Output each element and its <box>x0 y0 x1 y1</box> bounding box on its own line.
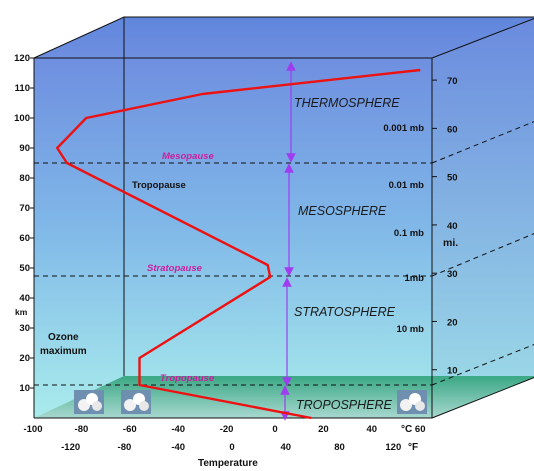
fahrenheit-tick-label: 40 <box>280 442 291 453</box>
box-top-face <box>34 17 534 58</box>
celsius-unit: °C <box>401 424 412 435</box>
left-tick-label: 100 <box>14 113 30 124</box>
thermosphere-label: THERMOSPHERE <box>294 96 400 110</box>
celsius-tick-label: 20 <box>318 424 329 435</box>
right-tick-label: 50 <box>447 173 458 184</box>
stratopause-label: Stratopause <box>147 263 203 274</box>
right-tick-label: 20 <box>447 317 458 328</box>
troposphere-label: TROPOSPHERE <box>296 398 393 412</box>
right-tick-label: 40 <box>447 221 458 232</box>
celsius-tick-label: -60 <box>123 424 137 435</box>
left-tick-label: 10 <box>19 383 30 394</box>
cloud-icon <box>397 390 427 414</box>
left-tick-label: 20 <box>19 353 30 364</box>
celsius-tick-label: -20 <box>220 424 234 435</box>
cloud-icon <box>74 390 104 414</box>
fahrenheit-ticks: -120 -80 -40 0 40 80 120 <box>61 442 401 453</box>
pressure-label: 0.001 mb <box>383 123 424 134</box>
right-tick-label: 10 <box>447 366 458 377</box>
tropopause-label: Tropopause <box>160 373 215 384</box>
celsius-ticks: -100 -80 -60 -40 -20 0 20 40 60 <box>23 424 425 435</box>
fahrenheit-tick-label: -40 <box>171 442 185 453</box>
left-axis-ticks: 120 110 100 90 80 70 60 50 40 30 20 10 <box>14 53 34 394</box>
pressure-label: 0.01 mb <box>389 180 425 191</box>
pressure-label: 10 mb <box>397 324 425 335</box>
right-tick-label: 60 <box>447 124 458 135</box>
celsius-tick-label: 40 <box>367 424 378 435</box>
tropopause-annotation: Tropopause <box>132 180 186 191</box>
right-tick-label: 70 <box>447 76 458 87</box>
layer-arrows <box>280 61 296 421</box>
box-right-face <box>432 18 534 418</box>
fahrenheit-tick-label: 0 <box>229 442 234 453</box>
celsius-tick-label: -80 <box>75 424 89 435</box>
stratosphere-label: STRATOSPHERE <box>294 305 396 319</box>
right-tick-label: 30 <box>447 269 458 280</box>
left-tick-label: 60 <box>19 233 30 244</box>
celsius-tick-label: 0 <box>272 424 277 435</box>
celsius-tick-label: -40 <box>171 424 185 435</box>
left-tick-label: 40 <box>19 293 30 304</box>
ozone-label: Ozone <box>48 332 79 343</box>
left-tick-label: 30 <box>19 323 30 334</box>
pressure-label: 1mb <box>404 273 424 284</box>
fahrenheit-unit: °F <box>408 442 418 453</box>
temperature-profile-line <box>56 68 421 420</box>
celsius-tick-label: 60 <box>415 424 426 435</box>
box-front-face <box>34 58 432 418</box>
mesosphere-label: MESOSPHERE <box>298 204 387 218</box>
cloud-icon <box>121 390 151 414</box>
left-tick-label: 120 <box>14 53 30 64</box>
boundary-lines <box>34 121 534 386</box>
left-tick-label: 70 <box>19 203 30 214</box>
mesopause-label: Mesopause <box>162 151 214 162</box>
left-tick-label: 110 <box>15 83 30 94</box>
ozone-maximum-label: maximum <box>40 346 87 357</box>
pressure-labels: 0.001 mb 0.01 mb 0.1 mb 1mb 10 mb <box>383 123 424 335</box>
right-axis-unit: mi. <box>443 237 458 249</box>
fahrenheit-tick-label: 120 <box>385 442 401 453</box>
left-tick-label: 90 <box>19 143 30 154</box>
fahrenheit-tick-label: 80 <box>334 442 345 453</box>
pressure-label: 0.1 mb <box>394 228 424 239</box>
left-axis-unit: km <box>15 307 28 317</box>
celsius-tick-label: -100 <box>23 424 42 435</box>
left-tick-label: 50 <box>19 263 30 274</box>
left-tick-label: 80 <box>19 173 30 184</box>
fahrenheit-tick-label: -80 <box>118 442 132 453</box>
cloud-icons <box>74 390 427 414</box>
right-axis-ticks: 70 60 50 40 30 20 10 <box>432 76 458 377</box>
temperature-axis-title: Temperature <box>198 458 258 469</box>
fahrenheit-tick-label: -120 <box>61 442 80 453</box>
